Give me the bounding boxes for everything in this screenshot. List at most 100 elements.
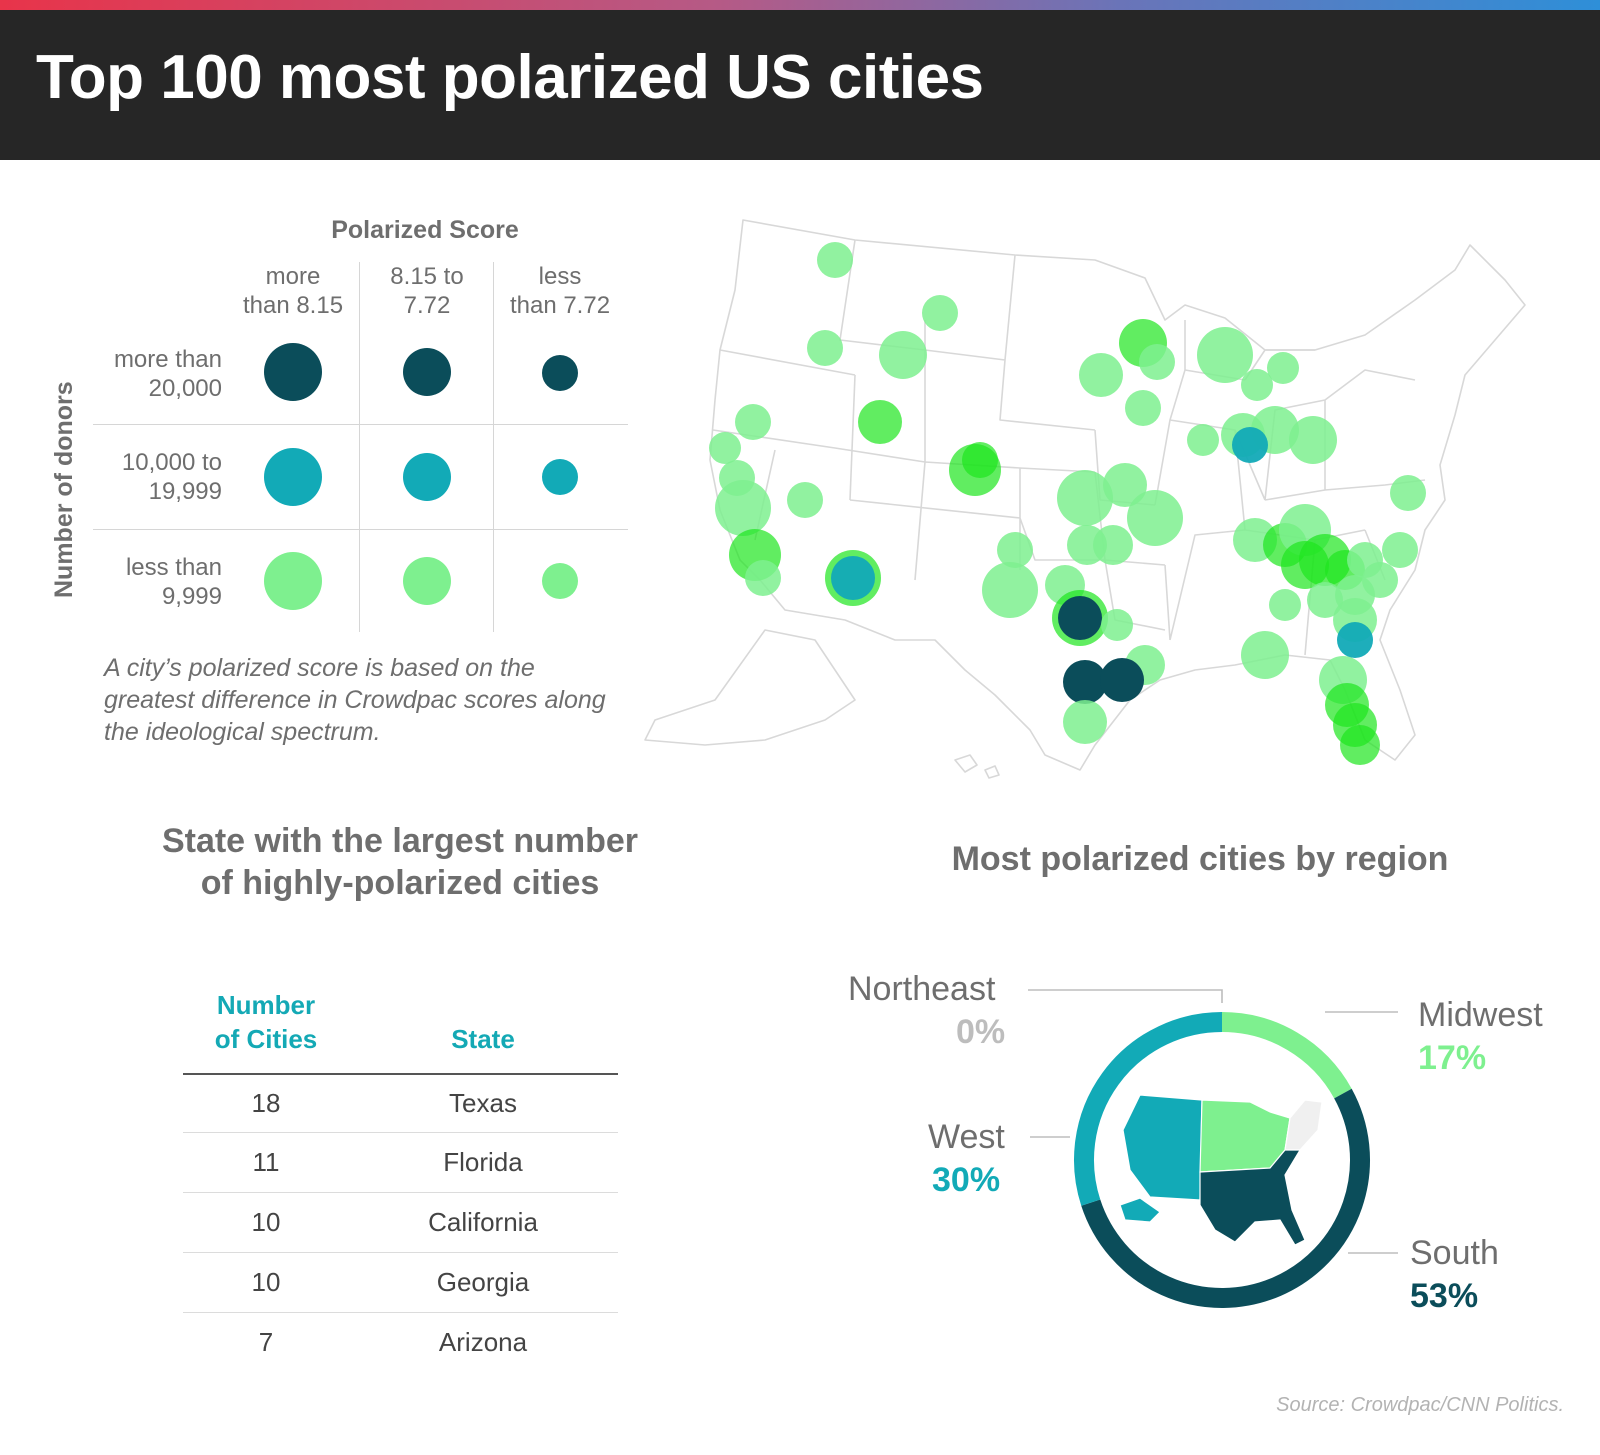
city-bubble	[735, 404, 771, 440]
city-bubble	[858, 400, 902, 444]
table-row-divider	[183, 1312, 618, 1313]
table-row-divider	[183, 1132, 618, 1133]
city-bubble	[1125, 390, 1161, 426]
city-bubble	[817, 242, 853, 278]
city-bubble	[1241, 631, 1289, 679]
city-bubble	[787, 482, 823, 518]
table-cell-state: Florida	[443, 1147, 523, 1177]
source-note: Source: Crowdpac/CNN Politics.	[1276, 1394, 1564, 1416]
region-pct-west: 30%	[932, 1161, 1001, 1199]
city-bubble	[982, 562, 1038, 618]
legend-bubble	[264, 552, 322, 610]
northeast-leader-line	[1028, 989, 1223, 1003]
legend-col-2: 8.15 to 7.72	[390, 263, 464, 319]
alaska-outline	[644, 629, 856, 746]
donut-slice-west	[1074, 1012, 1223, 1206]
header-bar	[0, 10, 1600, 160]
table-cell-count: 10	[251, 1267, 281, 1297]
legend-row-1: more than 20,000	[113, 346, 222, 402]
legend-divider	[493, 262, 494, 632]
table-cell-count: 7	[258, 1327, 274, 1357]
city-bubble	[1289, 416, 1337, 464]
us-region-map-icon	[1119, 1094, 1323, 1246]
legend-divider	[93, 424, 628, 425]
city-bubble	[962, 442, 998, 478]
legend-bubble	[403, 453, 451, 501]
donut-slice-south	[1081, 1088, 1370, 1308]
city-bubble	[1390, 475, 1426, 511]
legend-col-3: less than 7.72	[509, 263, 611, 319]
city-bubble	[745, 560, 781, 596]
region-label-west: West	[928, 1118, 1005, 1156]
city-bubble	[715, 480, 771, 536]
donut-slice-midwest	[1221, 1012, 1352, 1099]
table-cell-count: 10	[251, 1207, 281, 1237]
city-bubble	[709, 432, 741, 464]
city-bubble	[1241, 369, 1273, 401]
legend-divider	[359, 262, 360, 632]
city-bubble	[997, 532, 1033, 568]
table-row-divider	[183, 1252, 618, 1253]
city-bubble	[1079, 353, 1123, 397]
city-bubble	[1103, 463, 1147, 507]
legend-row-3: less than 9,999	[125, 554, 222, 610]
city-bubble	[1267, 352, 1299, 384]
legend-bubble	[264, 343, 322, 401]
legend-bubble	[264, 448, 322, 506]
legend-col-1: more than 8.15	[242, 263, 344, 319]
donut-title: Most polarized cities by region	[951, 840, 1449, 878]
city-bubble	[1382, 532, 1418, 568]
legend-divider	[93, 529, 628, 530]
table-header-count: Number of Cities	[214, 990, 318, 1054]
hawaii-outline	[954, 754, 1000, 779]
city-bubble	[807, 330, 843, 366]
region-pct-northeast: 0%	[956, 1013, 1006, 1051]
city-bubble	[1058, 596, 1102, 640]
city-bubble	[1197, 327, 1253, 383]
city-bubble	[1307, 582, 1343, 618]
legend-note: A city’s polarized score is based on the…	[104, 654, 606, 746]
city-bubble	[1063, 660, 1107, 704]
legend-bubble	[403, 557, 451, 605]
table-header-rule	[183, 1073, 618, 1075]
table-cell-state: Texas	[449, 1088, 517, 1118]
legend-row-2: 10,000 to 19,999	[121, 449, 222, 505]
city-bubble	[1093, 525, 1133, 565]
map-bubbles	[709, 242, 1426, 765]
city-bubble	[1269, 589, 1301, 621]
page-title: Top 100 most polarized US cities	[36, 43, 984, 112]
legend-bubble	[542, 355, 578, 391]
city-bubble	[922, 295, 958, 331]
city-bubble	[1139, 344, 1175, 380]
region-label-northeast: Northeast	[848, 970, 996, 1008]
city-bubble	[1101, 609, 1133, 641]
region-label-midwest: Midwest	[1418, 996, 1543, 1034]
city-bubble	[1100, 658, 1144, 702]
legend-bubble	[542, 459, 578, 495]
top-color-strip	[0, 0, 1600, 10]
table-cell-state: Arizona	[438, 1327, 528, 1357]
city-bubble	[1187, 424, 1219, 456]
legend-bubble	[542, 563, 578, 599]
city-bubble	[1063, 700, 1107, 744]
city-bubble	[831, 556, 875, 600]
city-bubble	[1337, 622, 1373, 658]
city-bubble	[1127, 490, 1183, 546]
city-bubble	[1340, 725, 1380, 765]
region-pct-midwest: 17%	[1418, 1039, 1487, 1077]
region-label-south: South	[1410, 1234, 1499, 1272]
table-cell-state: Georgia	[436, 1267, 530, 1297]
city-bubble	[1057, 470, 1113, 526]
city-bubble	[1232, 427, 1268, 463]
table-header-state: State	[451, 1024, 515, 1054]
table-cell-count: 11	[252, 1147, 280, 1177]
table-row-divider	[183, 1192, 618, 1193]
table-title: State with the largest number of highly-p…	[161, 822, 639, 902]
city-bubble	[879, 331, 927, 379]
table-cell-count: 18	[251, 1088, 281, 1118]
table-cell-state: California	[428, 1207, 538, 1237]
legend-heading: Polarized Score	[331, 216, 519, 244]
us-map-icon	[644, 219, 1526, 779]
legend-bubble	[403, 348, 451, 396]
